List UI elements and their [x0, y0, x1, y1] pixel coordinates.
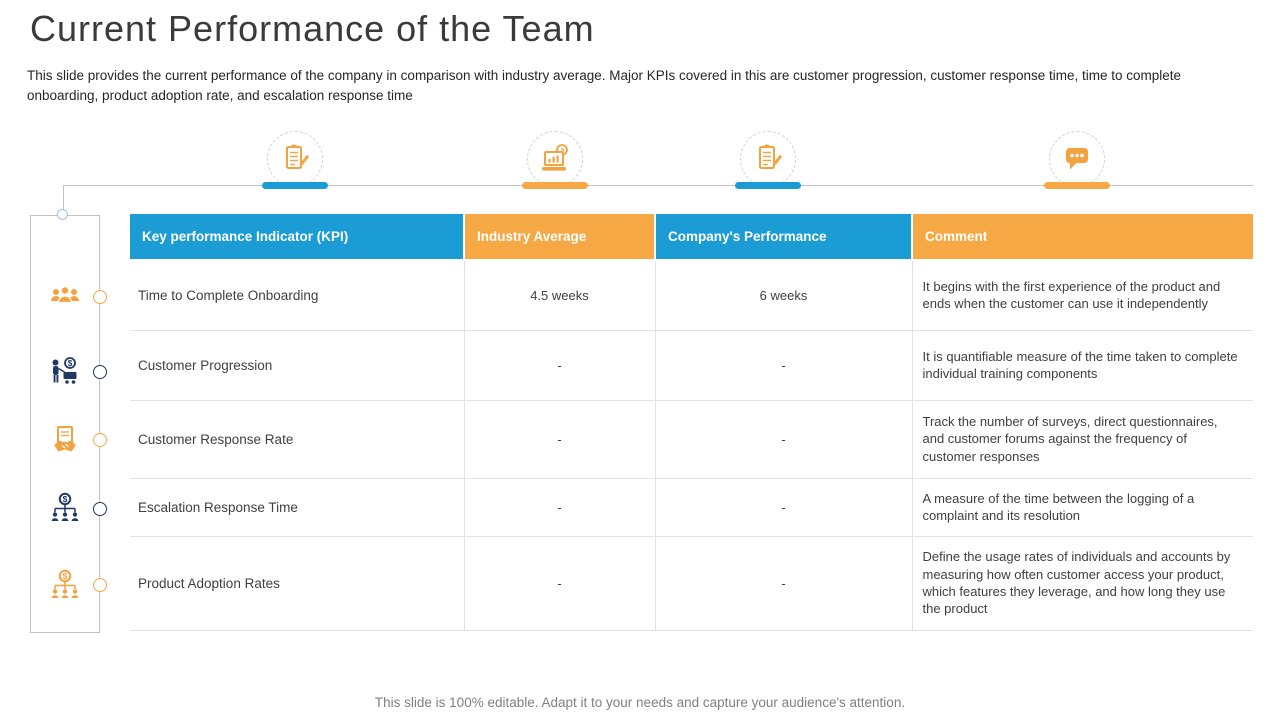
svg-text:$: $	[68, 359, 73, 368]
table-row: Time to Complete Onboarding 4.5 weeks 6 …	[130, 260, 1253, 331]
comment-cell: It is quantifiable measure of the time t…	[912, 330, 1253, 401]
table-row: Customer Progression - - It is quantifia…	[130, 330, 1253, 401]
document-handshake-icon	[48, 423, 82, 457]
kpi-cell: Time to Complete Onboarding	[130, 260, 465, 331]
milestone-bar	[1044, 182, 1110, 189]
company-performance-cell: -	[655, 330, 913, 401]
panel-node	[93, 578, 107, 592]
document-pencil-icon	[267, 131, 323, 187]
table-row: Product Adoption Rates - - Define the us…	[130, 536, 1253, 631]
clipboard-pencil-icon	[740, 131, 796, 187]
slide-footer: This slide is 100% editable. Adapt it to…	[374, 695, 906, 710]
comment-cell: Track the number of surveys, direct ques…	[912, 400, 1253, 479]
industry-average-cell: -	[464, 478, 656, 537]
industry-average-cell: -	[464, 400, 656, 479]
chat-bubble-icon	[1049, 131, 1105, 187]
industry-average-cell: 4.5 weeks	[464, 260, 656, 331]
panel-node	[93, 433, 107, 447]
company-performance-cell: -	[655, 478, 913, 537]
industry-average-cell: -	[464, 536, 656, 631]
milestone-bar	[735, 182, 801, 189]
industry-average-cell: -	[464, 330, 656, 401]
comment-cell: It begins with the first experience of t…	[912, 260, 1253, 331]
page-title: Current Performance of the Team	[30, 8, 595, 49]
milestone-bar	[262, 182, 328, 189]
panel-node	[93, 365, 107, 379]
table-row: Escalation Response Time - - A measure o…	[130, 478, 1253, 537]
kpi-cell: Customer Progression	[130, 330, 465, 401]
kpi-table: Key performance Indicator (KPI) Industry…	[130, 214, 1253, 631]
kpi-cell: Product Adoption Rates	[130, 536, 465, 631]
svg-text:$: $	[63, 494, 68, 504]
column-header-comment: Comment	[912, 214, 1253, 261]
hierarchy-dollar-icon: $	[48, 568, 82, 602]
kpi-cell: Escalation Response Time	[130, 478, 465, 537]
kpi-cell: Customer Response Rate	[130, 400, 465, 479]
comment-cell: A measure of the time between the loggin…	[912, 478, 1253, 537]
column-header-company-performance: Company's Performance	[655, 214, 913, 261]
svg-text:$: $	[63, 571, 68, 581]
milestone-bar	[522, 182, 588, 189]
timeline-connector-node	[57, 209, 68, 220]
table-header-row: Key performance Indicator (KPI) Industry…	[130, 214, 1253, 261]
company-performance-cell: 6 weeks	[655, 260, 913, 331]
kpi-icon-panel	[30, 215, 100, 633]
comment-cell: Define the usage rates of individuals an…	[912, 536, 1253, 631]
panel-node	[93, 502, 107, 516]
hierarchy-dollar-icon: $	[48, 491, 82, 525]
team-group-icon	[48, 280, 82, 314]
timeline-connector	[63, 186, 64, 212]
customer-cart-coin-icon: $	[48, 355, 82, 389]
company-performance-cell: -	[655, 400, 913, 479]
timeline-line	[63, 185, 1253, 186]
panel-node	[93, 290, 107, 304]
column-header-industry-average: Industry Average	[464, 214, 656, 261]
company-performance-cell: -	[655, 536, 913, 631]
table-row: Customer Response Rate - - Track the num…	[130, 400, 1253, 479]
column-header-kpi: Key performance Indicator (KPI)	[130, 214, 465, 261]
slide-subtitle: This slide provides the current performa…	[27, 68, 1182, 103]
laptop-report-clock-icon	[527, 131, 583, 187]
